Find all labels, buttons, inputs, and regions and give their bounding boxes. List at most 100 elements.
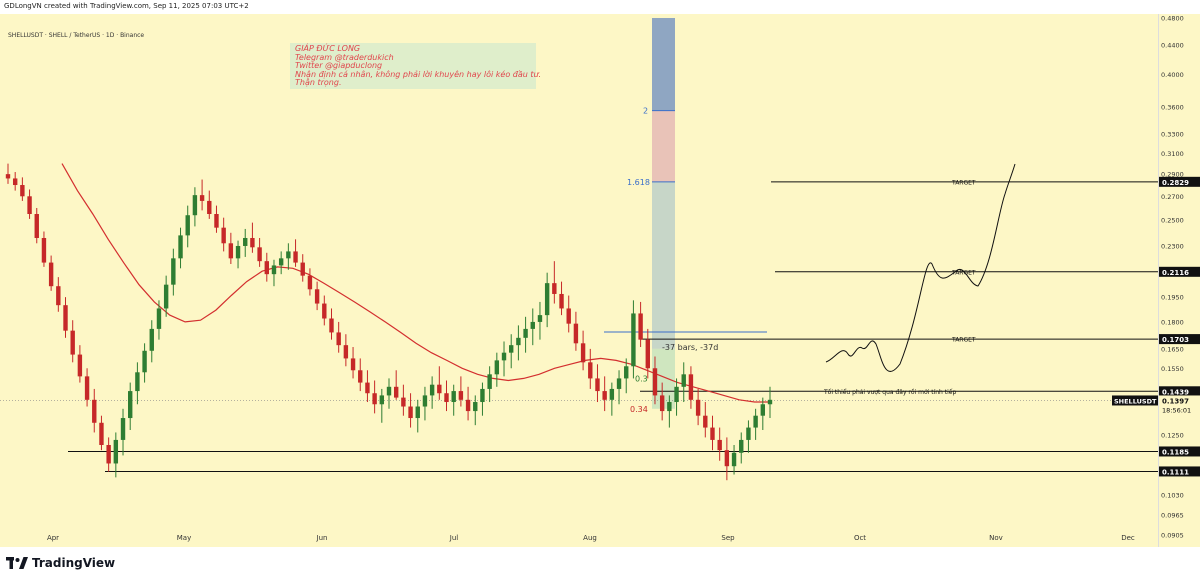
candle-body [588,362,593,379]
candle-body [739,439,744,453]
candle-body [451,391,456,403]
candle-body [537,315,543,322]
chart-plot-area[interactable]: SHELLUSDT · SHELL / TetherUS · 1D · Bina… [0,14,1158,547]
candle-body [724,450,730,467]
candle-body [573,323,579,344]
price-tag: 0.2116 [1162,269,1189,277]
last-price: 0.1397 [1162,397,1189,405]
note-line: GIÁP ĐỨC LONG [295,44,361,53]
candle-body [523,328,528,338]
candle-body [156,308,162,329]
candle-body [142,350,147,373]
candle-body [422,395,428,407]
projection-path [825,163,1016,372]
fib-zone-low [652,181,675,349]
candle-body [350,358,356,371]
tradingview-brand: TradingView [32,556,116,570]
candle-body [415,406,420,419]
candle-body [386,386,392,396]
candle-body [473,402,478,412]
candle-body [372,393,377,405]
candle-body [99,422,104,446]
price-tick: 0.2500 [1161,217,1184,225]
candle-body [616,378,622,389]
candle-body [393,386,399,398]
candle-body [544,283,550,316]
candle-body [602,391,607,400]
candle-body [84,376,90,400]
candle-body [710,427,715,440]
candle-body [487,374,492,389]
candle-body [128,391,133,419]
price-tick: 0.2700 [1161,193,1184,201]
candle-body [379,395,385,405]
price-tag: 0.1111 [1162,468,1189,476]
price-tick: 0.4400 [1161,41,1184,49]
candle-body [645,339,650,369]
candle-body [767,399,773,405]
candle-body [113,439,119,464]
candle-body [465,399,471,412]
x-axis-label: Oct [854,534,866,542]
x-axis-label: Jun [316,534,328,542]
candle-body [48,262,54,287]
last-price-bg [1159,395,1200,416]
candle-body [717,439,722,451]
x-axis-label: May [177,534,191,542]
candle-body [300,262,305,276]
x-axis-label: Sep [721,534,735,542]
candle-body [731,452,737,467]
candle-body [20,185,25,197]
candle-body [34,214,39,238]
x-axis-labels-layer: Apr May Jun Jul Aug Sep Oct Nov Dec [47,534,1135,542]
tradingview-logo: TradingView [6,556,115,570]
price-tick: 0.1550 [1161,365,1184,373]
candle-body [336,332,341,346]
candle-body [444,393,449,403]
price-tag-bg [1159,386,1200,397]
candle-body [56,286,61,306]
candle-body [41,237,47,263]
candle-body [358,370,363,383]
candle-body [624,366,629,379]
candle-body [207,200,212,215]
price-tag-bg [1159,446,1200,457]
candle-body [199,195,205,201]
price-axis[interactable]: 0.4800 0.4400 0.4000 0.3600 0.3300 0.3100 0.29… [1158,14,1200,547]
candle-body [494,360,500,375]
candle-body [92,399,97,423]
candle-body [12,178,18,186]
candle-body [437,384,442,394]
candle-body [595,378,600,392]
candle-body [243,237,248,246]
fib-label: 0.34 [630,405,648,414]
price-tick: 0.3600 [1161,104,1184,112]
candle-body [695,399,701,416]
price-tag-bg [1159,176,1200,187]
candle-body [221,227,226,244]
target-label: TARGET [951,269,976,276]
candle-body [509,345,514,353]
x-axis-label: Apr [47,534,59,542]
fib-zone-top [652,18,675,111]
price-tick: 0.3300 [1161,131,1184,139]
price-tick: 0.3100 [1161,150,1184,158]
candle-body [652,368,658,396]
candle-body [659,395,665,412]
candle-body [638,313,643,340]
fib-zone-mid [652,110,675,182]
candle-body [631,313,636,367]
candle-body [753,415,758,428]
horizontal-levels-layer: TARGET TARGET TARGET Tối thiểu phải vượt qu… [0,179,1158,472]
candle-body [343,345,349,359]
candle-body [329,318,334,333]
target-label: TARGET [951,179,976,186]
fib-label: 2 [643,107,648,116]
candle-body [171,258,176,285]
x-axis-label: Jul [449,534,459,542]
candle-body [192,195,198,216]
candle-body [314,289,320,304]
candle-body [77,354,83,377]
price-tick: 0.4800 [1161,15,1184,23]
